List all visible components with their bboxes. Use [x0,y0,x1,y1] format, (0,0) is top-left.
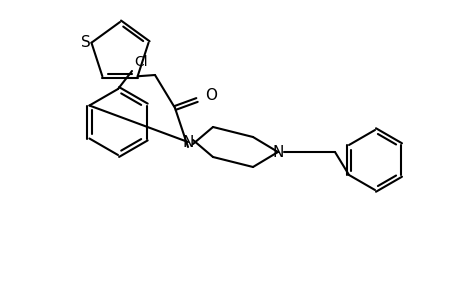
Text: O: O [205,88,217,103]
Text: N: N [182,134,193,149]
Text: Cl: Cl [134,55,147,69]
Text: S: S [80,35,90,50]
Text: N: N [272,145,283,160]
